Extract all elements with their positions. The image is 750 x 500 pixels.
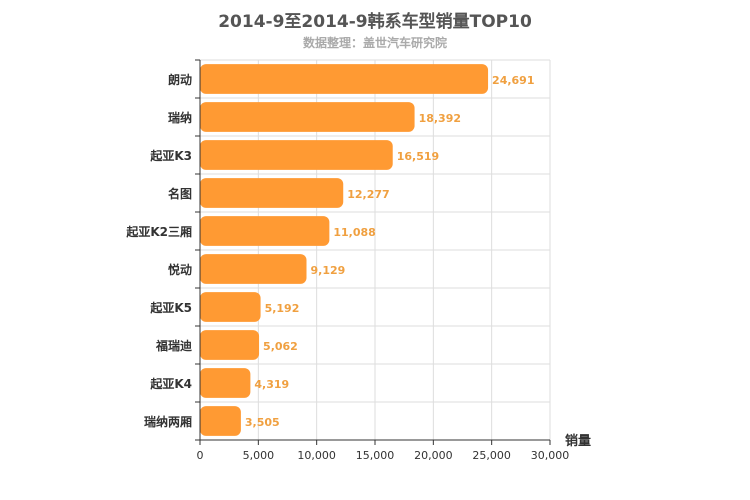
chart-title: 2014-9至2014-9韩系车型销量TOP10	[218, 12, 532, 32]
bar	[200, 140, 393, 170]
chart-subtitle: 数据整理：盖世汽车研究院	[302, 36, 447, 50]
y-tick-label: 起亚K5	[149, 300, 192, 315]
data-label: 24,691	[492, 74, 534, 87]
x-axis-title: 销量	[565, 433, 591, 449]
grid-lines	[199, 59, 551, 441]
data-label: 3,505	[245, 416, 280, 429]
bar	[200, 64, 489, 94]
data-label: 9,129	[311, 264, 346, 277]
bar	[200, 178, 344, 208]
y-tick-label: 福瑞迪	[155, 338, 192, 353]
bar	[200, 330, 260, 360]
bar	[200, 254, 307, 284]
bar	[200, 368, 251, 398]
y-tick-label: 悦动	[168, 262, 192, 277]
data-label: 11,088	[333, 226, 375, 239]
x-tick-label: 5,000	[243, 449, 275, 462]
x-tick-label: 10,000	[297, 449, 336, 462]
y-tick-label: 瑞纳	[168, 110, 192, 125]
x-tick-label: 25,000	[472, 449, 511, 462]
y-tick-label: 名图	[168, 186, 192, 201]
bar	[200, 406, 241, 436]
data-label: 4,319	[254, 378, 289, 391]
y-tick-label: 起亚K3	[149, 148, 192, 163]
data-label: 5,062	[263, 340, 298, 353]
data-label: 5,192	[265, 302, 300, 315]
x-tick-label: 15,000	[356, 449, 395, 462]
bar	[200, 216, 330, 246]
data-label: 16,519	[397, 150, 439, 163]
x-tick-label: 0	[197, 449, 204, 462]
x-tick-label: 20,000	[414, 449, 453, 462]
y-tick-label: 瑞纳两厢	[144, 414, 192, 429]
x-tick-label: 30,000	[531, 449, 570, 462]
bars: 24,691 18,392 16,519 12,277 11,088 9,129 5,192…	[200, 64, 535, 436]
y-tick-label: 起亚K2三厢	[125, 224, 192, 239]
bar	[200, 102, 415, 132]
y-tick-label: 朗动	[168, 72, 192, 87]
data-label: 12,277	[347, 188, 389, 201]
y-tick-label: 起亚K4	[149, 376, 192, 391]
data-label: 18,392	[419, 112, 461, 125]
bar	[200, 292, 261, 322]
